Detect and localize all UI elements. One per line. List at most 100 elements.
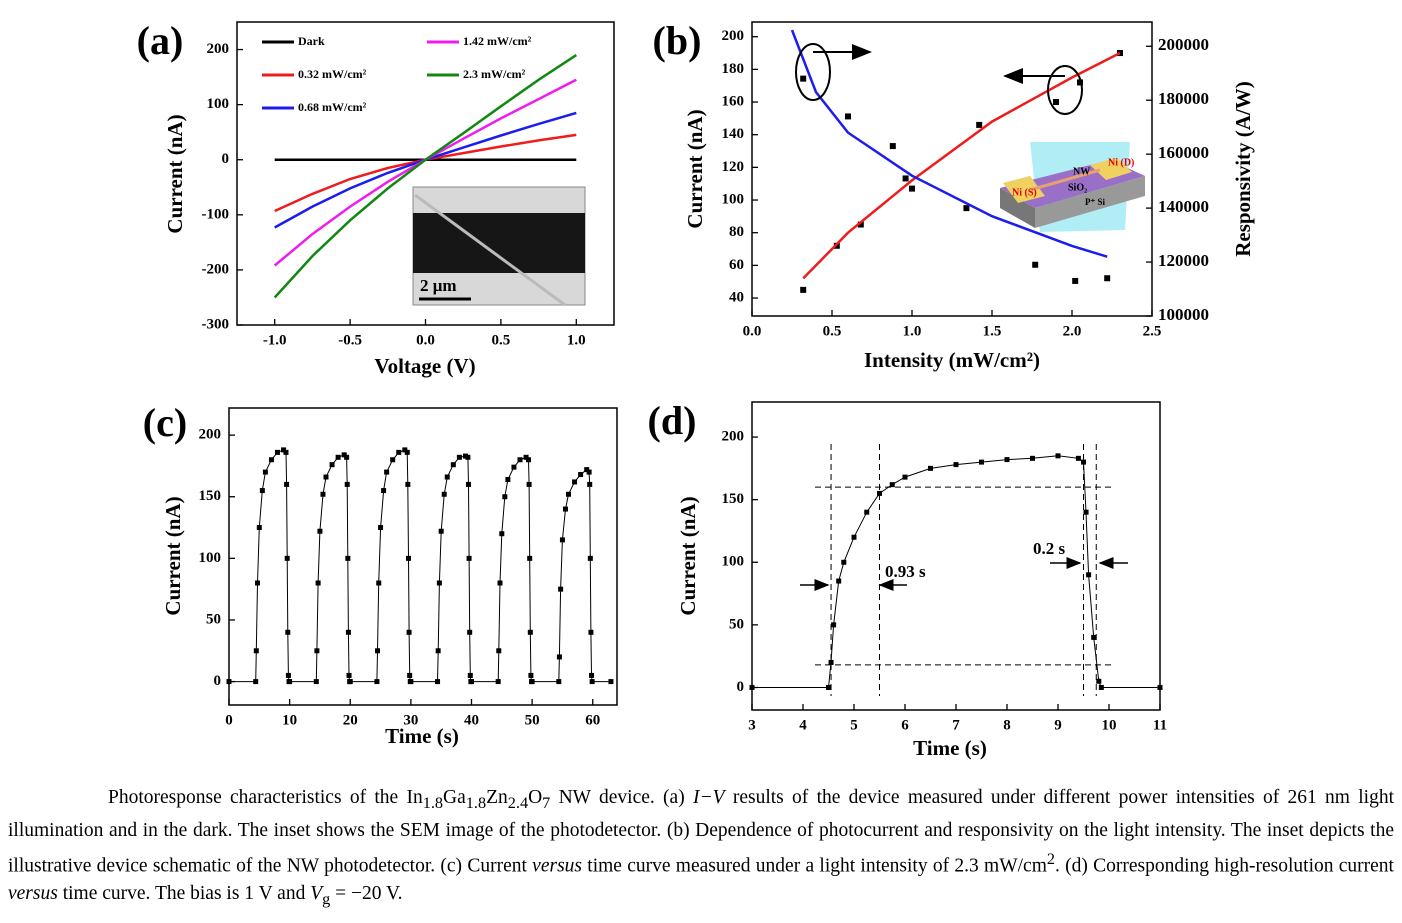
x-tick-label: 0.0 bbox=[743, 323, 762, 339]
x-tick-label: 50 bbox=[525, 712, 540, 728]
caption-text: 7 bbox=[542, 793, 551, 812]
data-point bbox=[517, 457, 523, 463]
data-point bbox=[589, 679, 595, 685]
data-point bbox=[285, 629, 291, 635]
plot-frame bbox=[751, 21, 1153, 317]
legend-label: Dark bbox=[298, 34, 325, 48]
data-point bbox=[396, 449, 402, 455]
data-point bbox=[505, 476, 511, 482]
data-point bbox=[495, 679, 501, 685]
data-point bbox=[253, 679, 259, 685]
caption-text: 2 bbox=[1046, 849, 1055, 868]
inset-label: SiO₂ bbox=[1068, 182, 1087, 193]
data-point bbox=[586, 469, 592, 475]
data-point bbox=[1032, 261, 1039, 268]
data-point bbox=[390, 457, 396, 463]
caption-text: NW device. (a) bbox=[550, 787, 693, 808]
data-point bbox=[408, 679, 414, 685]
y-axis-label: Current (nA) bbox=[683, 109, 707, 228]
data-point bbox=[1157, 684, 1163, 690]
caption-text: 1.8 bbox=[422, 793, 444, 812]
data-point bbox=[253, 648, 259, 654]
data-point bbox=[526, 481, 532, 487]
panel-label: (b) bbox=[653, 18, 702, 63]
data-point bbox=[889, 143, 896, 150]
y-axis-label: Current (nA) bbox=[163, 114, 187, 233]
data-point bbox=[465, 481, 471, 487]
data-point bbox=[381, 488, 387, 494]
panel: 3 4 5 6 7 8 9 10 11 0 50 100 150 200 (d) Time (s) Curren… bbox=[648, 398, 1168, 760]
x-tick-label: 4 bbox=[799, 717, 807, 733]
device-inset: NW Ni (D) Ni (S) SiO₂ P⁺ Si bbox=[1000, 142, 1145, 232]
data-point bbox=[558, 586, 564, 592]
data-point bbox=[466, 555, 472, 561]
axis-pointers bbox=[795, 43, 1083, 115]
x-tick-label: 1.0 bbox=[903, 323, 922, 339]
data-point bbox=[1075, 455, 1081, 461]
x-axis-label: Voltage (V) bbox=[374, 354, 475, 378]
data-point bbox=[511, 464, 517, 470]
x-tick-label: -0.5 bbox=[338, 332, 362, 348]
data-point bbox=[287, 679, 293, 685]
caption-text: 1.8 bbox=[465, 793, 487, 812]
x-tick-label: 9 bbox=[1054, 717, 1062, 733]
data-point bbox=[268, 457, 274, 463]
caption-text: versus bbox=[8, 883, 58, 905]
data-point bbox=[587, 481, 593, 487]
caption-text: Photoresponse characteristics of the In bbox=[108, 787, 423, 808]
data-point bbox=[256, 525, 262, 531]
data-point bbox=[375, 648, 381, 654]
x-axis-label: Intensity (mW/cm²) bbox=[864, 348, 1040, 372]
legend-label: 0.68 mW/cm² bbox=[298, 100, 367, 114]
data-point bbox=[344, 454, 350, 460]
data-point bbox=[405, 481, 411, 487]
caption-text: g bbox=[322, 890, 331, 909]
y-axis-label: Current (nA) bbox=[161, 496, 185, 615]
data-point bbox=[556, 654, 562, 660]
data-point bbox=[467, 629, 473, 635]
x-axis-label: Time (s) bbox=[385, 724, 459, 748]
y-tick-label: -200 bbox=[202, 261, 230, 277]
x-tick-label: 10 bbox=[1102, 717, 1117, 733]
data-point bbox=[469, 679, 474, 685]
data-point bbox=[902, 175, 909, 182]
data-point bbox=[578, 472, 584, 478]
data-point bbox=[527, 555, 533, 561]
annotation: 0.2 s bbox=[1033, 539, 1066, 558]
data-point bbox=[317, 528, 323, 534]
data-point bbox=[1072, 277, 1079, 284]
data-point bbox=[566, 491, 571, 497]
data-point bbox=[556, 679, 562, 685]
caption-text: V bbox=[310, 883, 323, 905]
data-point bbox=[384, 469, 390, 475]
data-point bbox=[496, 648, 502, 654]
panel-label: (a) bbox=[137, 18, 184, 63]
series-line bbox=[790, 29, 1108, 258]
data-point bbox=[608, 679, 614, 685]
y2-tick-label: 160000 bbox=[1158, 143, 1209, 162]
x-tick-label: 40 bbox=[464, 712, 479, 728]
y-tick-label: 160 bbox=[722, 93, 745, 109]
y2-axis-label: Responsivity (A/W) bbox=[1231, 81, 1255, 257]
data-point bbox=[851, 534, 857, 540]
data-point bbox=[335, 454, 341, 460]
data-point bbox=[285, 672, 291, 678]
y-tick-label: 50 bbox=[206, 611, 221, 627]
x-tick-label: 0 bbox=[225, 712, 233, 728]
x-tick-label: 2.0 bbox=[1063, 323, 1082, 339]
y-tick-label: -300 bbox=[202, 316, 230, 332]
data-point bbox=[1055, 453, 1061, 459]
caption-text: . (d) Corresponding high-resolution curr… bbox=[1054, 855, 1394, 877]
data-point bbox=[467, 672, 473, 678]
caption-text: = −20 V. bbox=[330, 883, 403, 905]
data-point bbox=[800, 286, 807, 293]
data-point bbox=[845, 113, 851, 120]
data-point bbox=[344, 481, 350, 487]
y2-tick-label: 140000 bbox=[1158, 197, 1209, 216]
data-point bbox=[406, 629, 412, 635]
y-tick-label: 140 bbox=[722, 126, 745, 142]
data-point bbox=[877, 490, 882, 496]
data-point bbox=[435, 679, 441, 685]
annotation: 0.93 s bbox=[885, 562, 926, 581]
x-tick-label: 8 bbox=[1003, 717, 1011, 733]
